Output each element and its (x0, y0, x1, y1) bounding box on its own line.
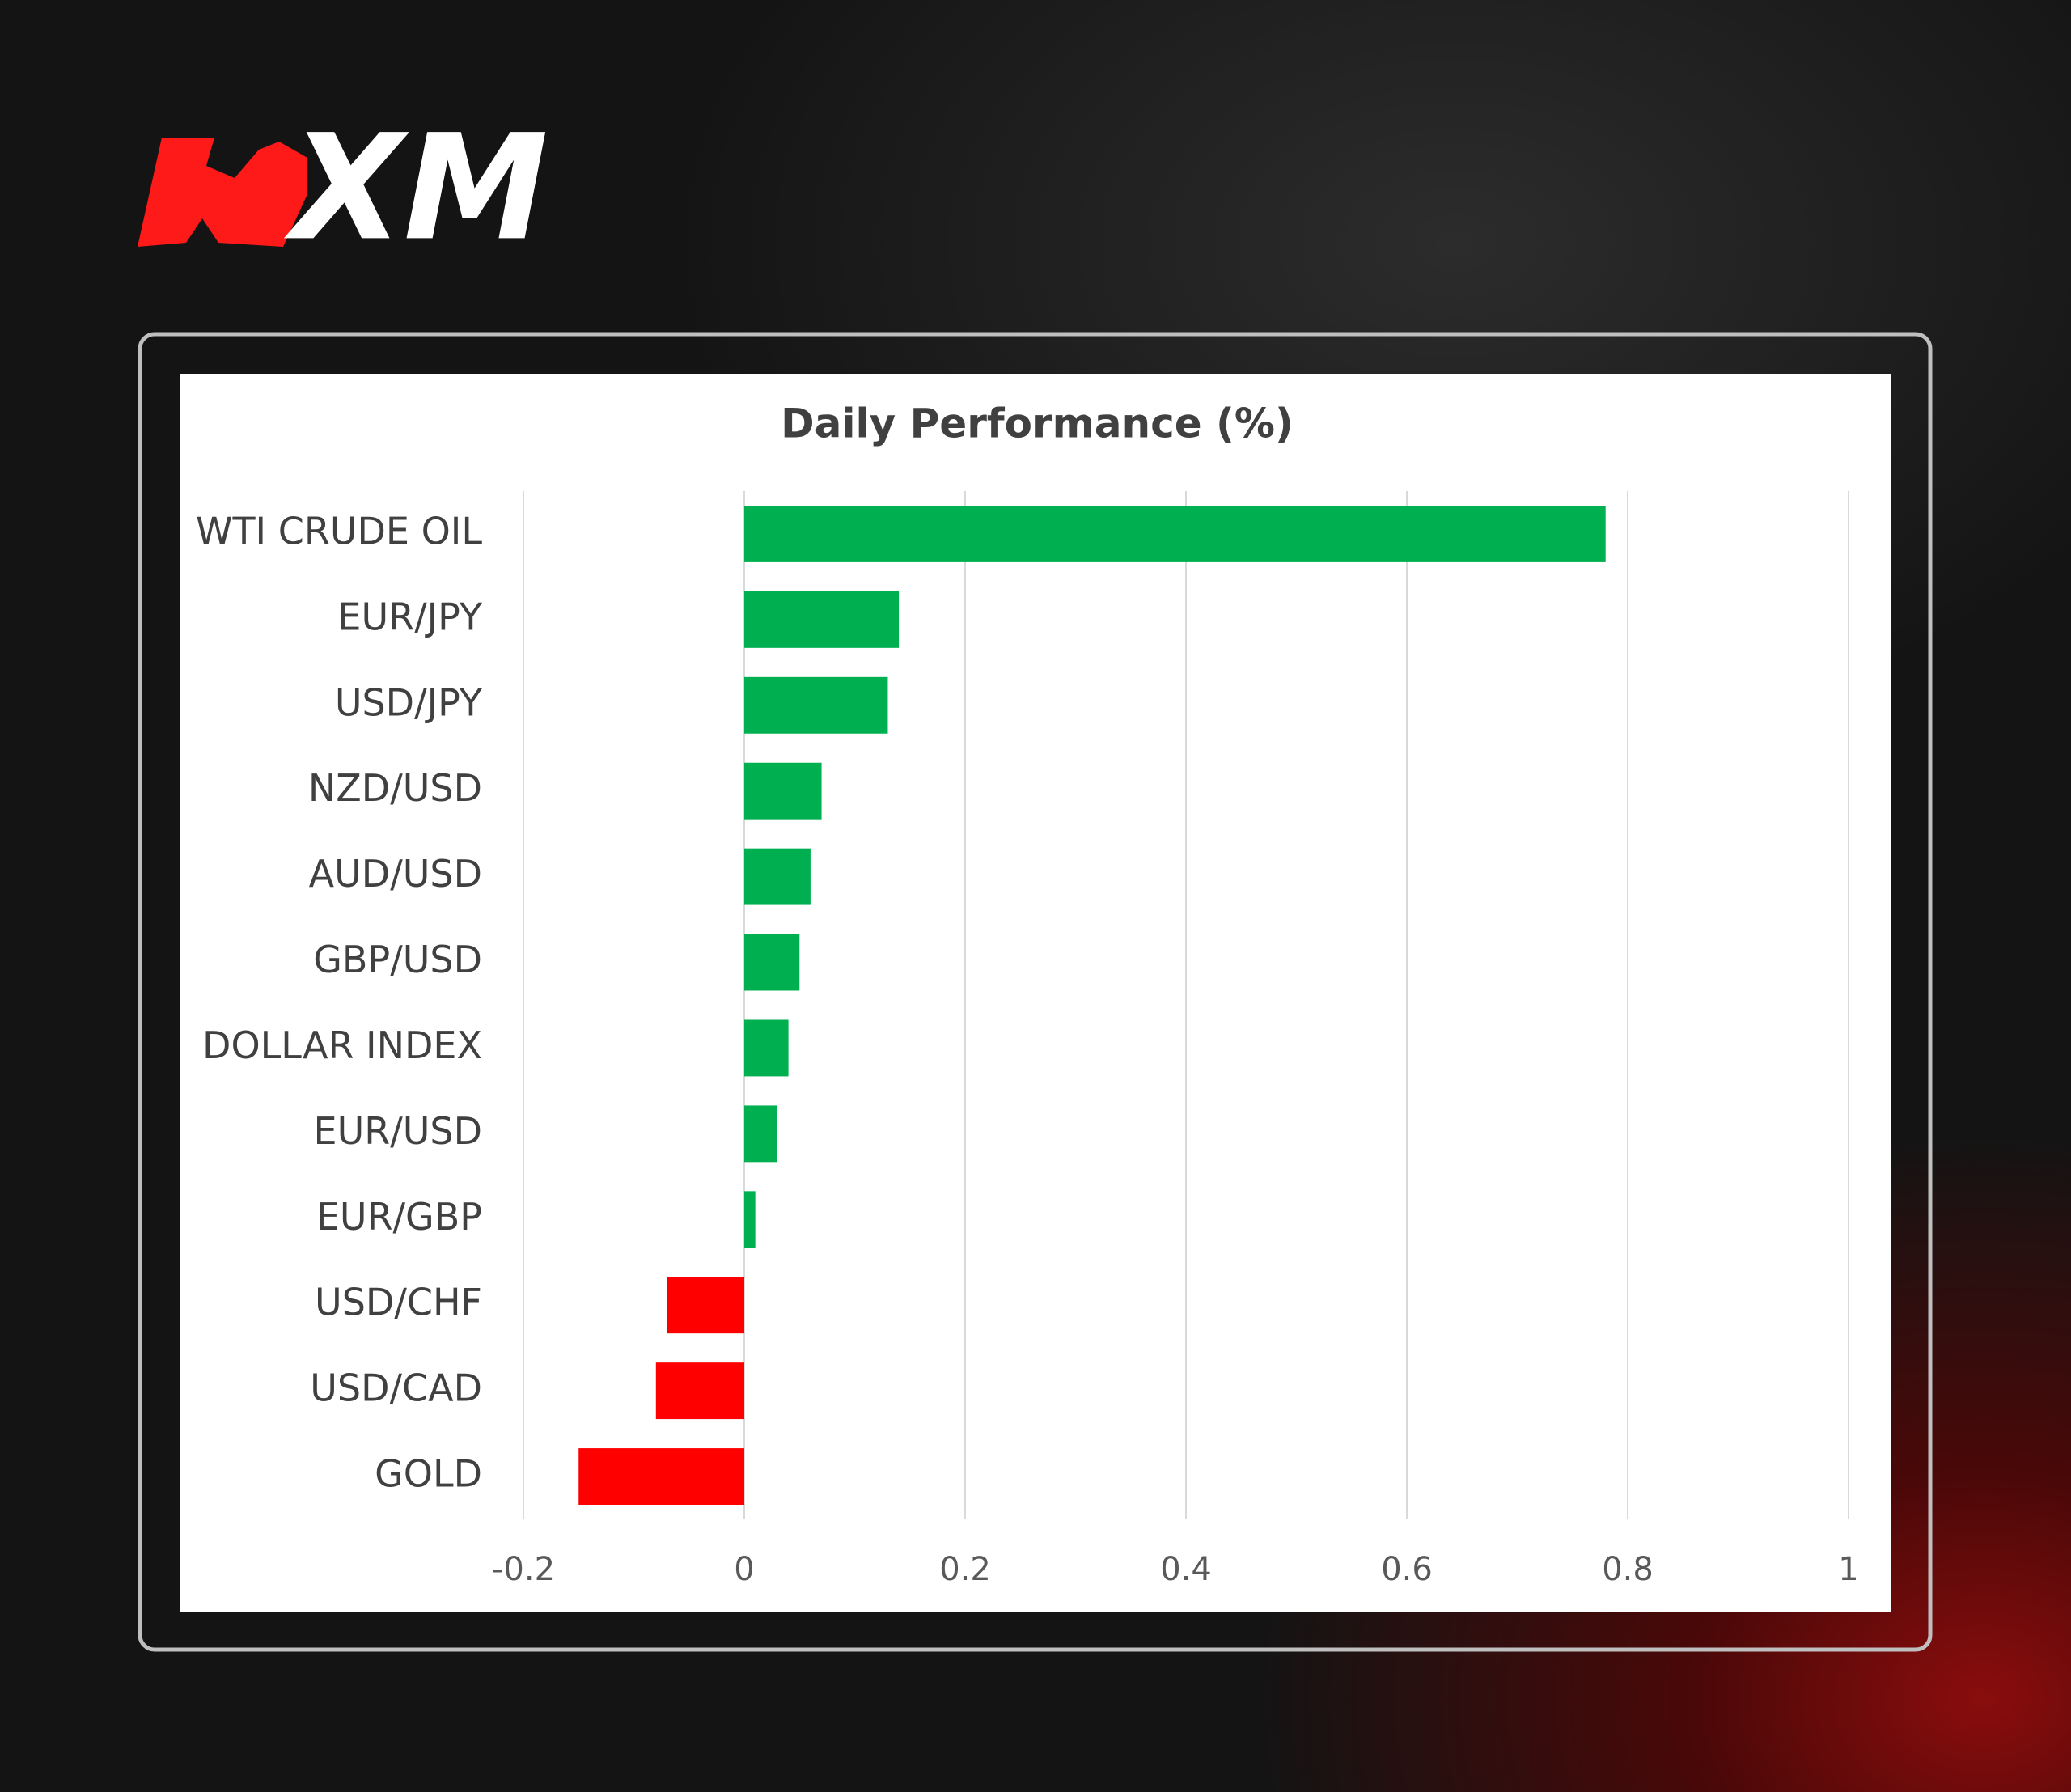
bar (744, 506, 1606, 562)
x-tick-label: -0.2 (492, 1551, 555, 1588)
bar (744, 848, 811, 905)
x-tick-label: 1 (1838, 1551, 1858, 1588)
chart-frame (138, 332, 1933, 1652)
bar (744, 676, 888, 734)
logo-icon (138, 138, 307, 247)
y-tick-label: EUR/USD (314, 1109, 482, 1153)
bar (744, 1191, 756, 1248)
chart-area (180, 374, 1891, 1612)
logo-text: XM (283, 104, 548, 273)
y-tick-label: GOLD (375, 1452, 482, 1496)
bar (667, 1277, 744, 1334)
logo: XM (138, 104, 548, 273)
x-tick-label: 0.4 (1160, 1551, 1212, 1588)
y-tick-label: EUR/JPY (337, 595, 482, 638)
y-tick-label: USD/JPY (335, 680, 483, 724)
bar (744, 762, 822, 820)
x-tick-label: 0.8 (1602, 1551, 1654, 1588)
bar (744, 1019, 789, 1077)
x-tick-label: 0.6 (1381, 1551, 1433, 1588)
y-tick-label: EUR/GBP (316, 1195, 482, 1239)
bar (655, 1362, 744, 1420)
bar (578, 1448, 744, 1505)
plot: -0.2 0 0.2 0.4 0.6 0.8 1 WTI CRUDE OIL EUR/JPY US… (196, 491, 1859, 1588)
x-tick-label: 0 (734, 1551, 754, 1588)
chart-title: Daily Performance (%) (781, 400, 1294, 447)
bar (744, 934, 800, 991)
y-tick-label: AUD/USD (309, 852, 482, 896)
bar (744, 1105, 777, 1163)
x-tick-label: 0.2 (939, 1551, 991, 1588)
y-tick-label: USD/CHF (315, 1281, 482, 1324)
y-tick-label: GBP/USD (313, 938, 482, 981)
bar (744, 591, 900, 648)
y-tick-label: NZD/USD (308, 766, 482, 810)
y-tick-label: DOLLAR INDEX (202, 1023, 482, 1067)
y-tick-label: WTI CRUDE OIL (196, 509, 482, 553)
y-tick-label: USD/CAD (310, 1366, 482, 1410)
